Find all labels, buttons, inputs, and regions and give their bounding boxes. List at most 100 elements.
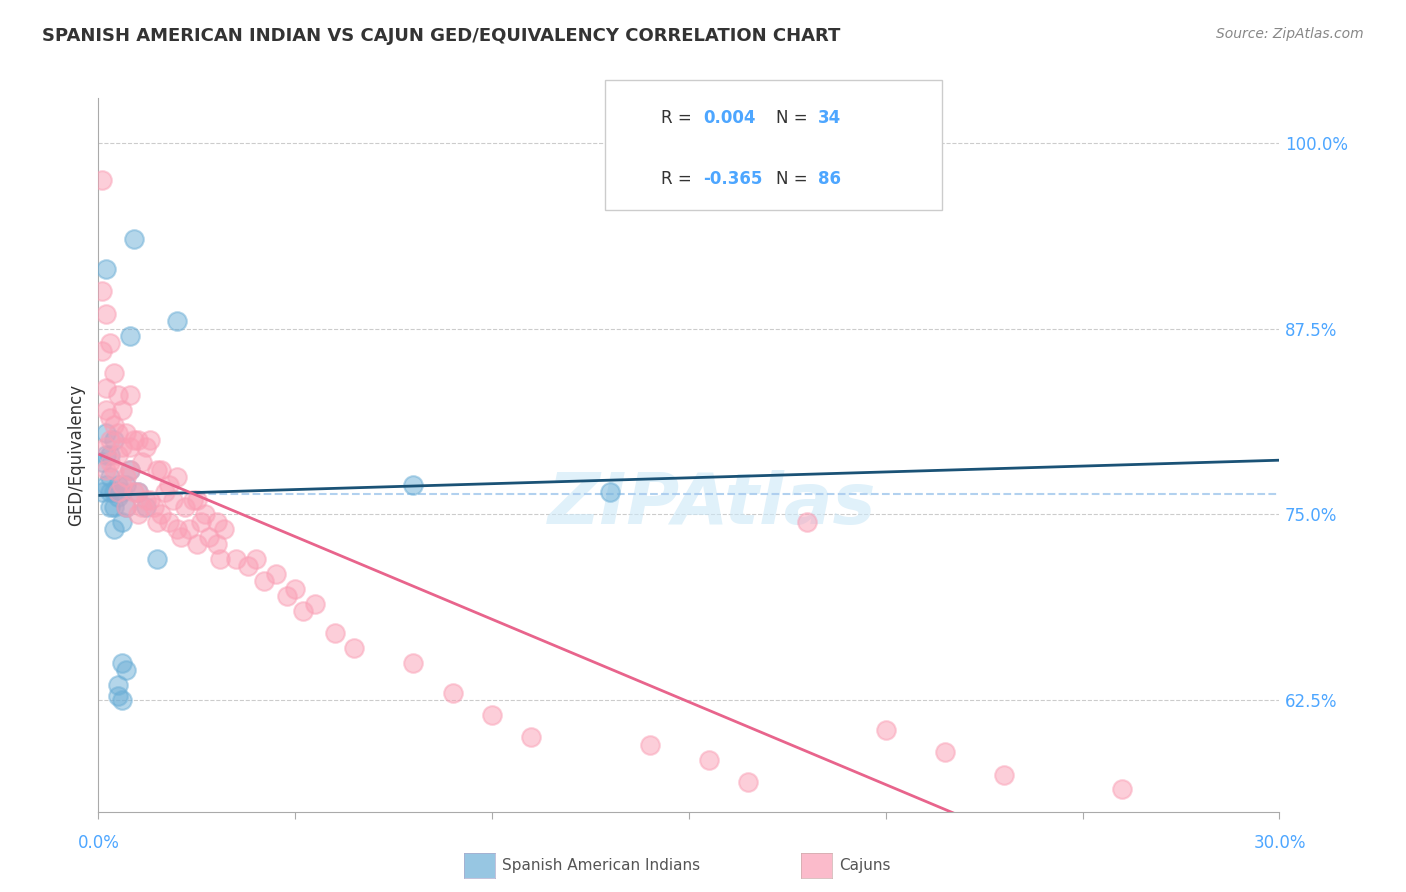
Point bbox=[157, 477, 180, 491]
Point bbox=[209, 552, 232, 566]
Point bbox=[118, 388, 141, 402]
Point bbox=[135, 500, 157, 514]
Point bbox=[115, 477, 138, 491]
Point bbox=[118, 463, 141, 477]
Point bbox=[150, 463, 173, 477]
Text: Cajuns: Cajuns bbox=[839, 858, 891, 872]
Point bbox=[135, 441, 157, 455]
Point bbox=[103, 500, 125, 514]
Point bbox=[253, 574, 276, 589]
Point bbox=[111, 485, 134, 500]
Point bbox=[245, 552, 267, 566]
Point bbox=[107, 689, 129, 703]
Point bbox=[166, 522, 188, 536]
Point bbox=[138, 492, 160, 507]
Point bbox=[111, 515, 134, 529]
Point bbox=[107, 477, 129, 491]
Point bbox=[194, 508, 217, 522]
Point bbox=[96, 307, 118, 321]
Point bbox=[737, 775, 759, 789]
Point bbox=[115, 470, 138, 484]
Point bbox=[118, 329, 141, 343]
Point bbox=[131, 500, 153, 514]
Point bbox=[127, 433, 149, 447]
Point bbox=[96, 463, 118, 477]
Point bbox=[111, 477, 134, 491]
Point bbox=[205, 537, 228, 551]
Point bbox=[146, 463, 169, 477]
Point bbox=[91, 343, 114, 358]
Point bbox=[402, 477, 425, 491]
Point bbox=[107, 490, 129, 504]
Point bbox=[98, 448, 121, 462]
Point bbox=[96, 477, 118, 491]
Point bbox=[131, 455, 153, 469]
Point bbox=[276, 589, 298, 603]
Point bbox=[599, 485, 621, 500]
Point bbox=[181, 492, 204, 507]
Text: 30.0%: 30.0% bbox=[1253, 834, 1306, 852]
Point bbox=[118, 463, 141, 477]
Text: Source: ZipAtlas.com: Source: ZipAtlas.com bbox=[1216, 27, 1364, 41]
Point bbox=[284, 582, 307, 596]
Point bbox=[122, 433, 145, 447]
Point bbox=[166, 470, 188, 484]
Text: N =: N = bbox=[776, 169, 813, 187]
Point bbox=[91, 455, 114, 469]
Point bbox=[91, 485, 114, 500]
Point bbox=[111, 693, 134, 707]
Point bbox=[142, 500, 165, 514]
Point bbox=[170, 530, 193, 544]
Point bbox=[103, 366, 125, 380]
Point bbox=[107, 678, 129, 692]
Point bbox=[103, 418, 125, 433]
Point bbox=[96, 441, 118, 455]
Point bbox=[96, 403, 118, 417]
Text: SPANISH AMERICAN INDIAN VS CAJUN GED/EQUIVALENCY CORRELATION CHART: SPANISH AMERICAN INDIAN VS CAJUN GED/EQU… bbox=[42, 27, 841, 45]
Point bbox=[115, 425, 138, 440]
Point bbox=[155, 485, 177, 500]
Point bbox=[98, 500, 121, 514]
Point bbox=[122, 485, 145, 500]
Point bbox=[190, 515, 212, 529]
Point bbox=[107, 388, 129, 402]
Point bbox=[225, 552, 247, 566]
Point bbox=[103, 485, 125, 500]
Point bbox=[96, 262, 118, 277]
Point bbox=[98, 336, 121, 351]
Point bbox=[91, 285, 114, 299]
Point bbox=[177, 522, 200, 536]
Point bbox=[122, 232, 145, 246]
Point bbox=[186, 492, 208, 507]
Point bbox=[205, 515, 228, 529]
Point bbox=[166, 314, 188, 328]
Point bbox=[638, 738, 661, 752]
Text: -0.365: -0.365 bbox=[703, 169, 762, 187]
Point bbox=[162, 492, 184, 507]
Point bbox=[127, 485, 149, 500]
Point bbox=[993, 767, 1015, 781]
Point bbox=[236, 559, 259, 574]
Point bbox=[103, 522, 125, 536]
Point bbox=[150, 508, 173, 522]
Point bbox=[186, 537, 208, 551]
Point bbox=[304, 597, 326, 611]
Point bbox=[402, 656, 425, 670]
Text: ZIPAtlas: ZIPAtlas bbox=[548, 470, 877, 540]
Point bbox=[107, 485, 129, 500]
Point bbox=[157, 515, 180, 529]
Point bbox=[96, 448, 118, 462]
Point bbox=[111, 656, 134, 670]
Point bbox=[115, 500, 138, 514]
Point bbox=[135, 492, 157, 507]
Point bbox=[98, 470, 121, 484]
Text: R =: R = bbox=[661, 169, 697, 187]
Point bbox=[292, 604, 315, 618]
Point bbox=[264, 566, 287, 581]
Point bbox=[91, 173, 114, 187]
Point bbox=[127, 508, 149, 522]
Text: 0.004: 0.004 bbox=[703, 110, 755, 128]
Text: 0.0%: 0.0% bbox=[77, 834, 120, 852]
Point bbox=[481, 708, 503, 723]
Point bbox=[343, 641, 366, 656]
